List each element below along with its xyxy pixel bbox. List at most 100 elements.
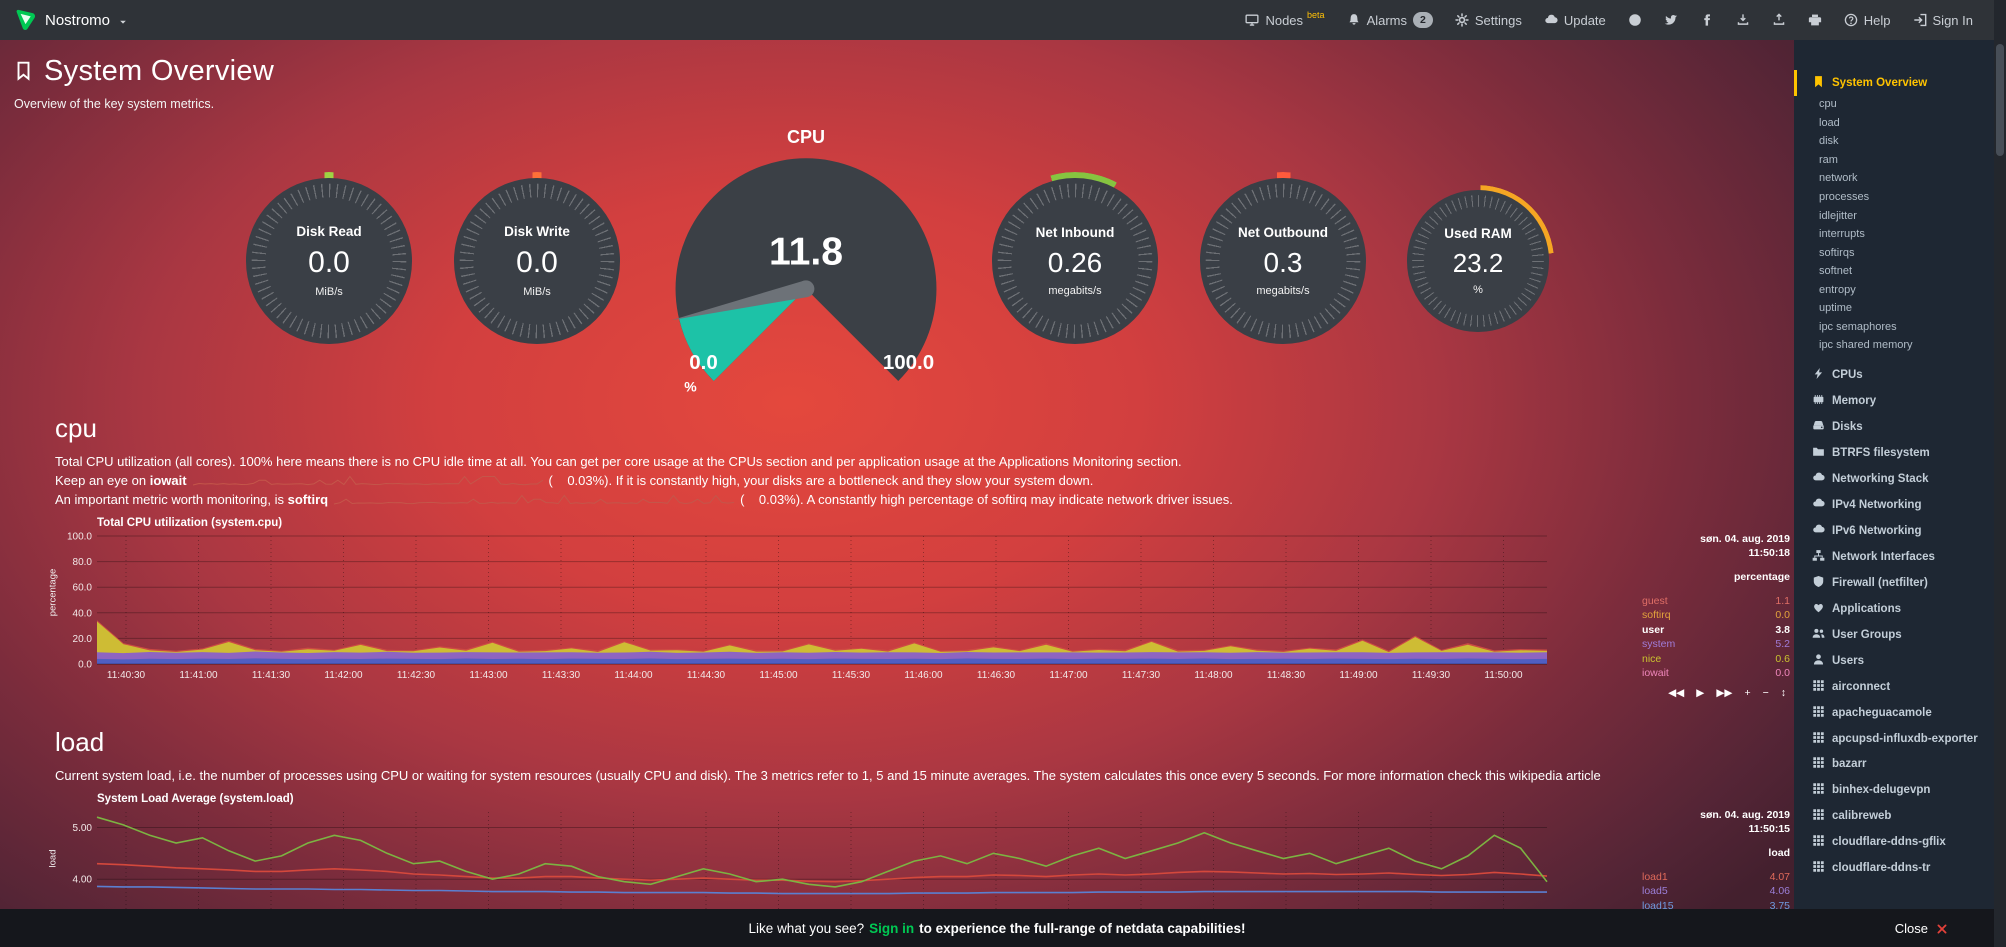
sidebar-item-users[interactable]: Users <box>1794 648 1994 674</box>
nav-facebook[interactable] <box>1689 0 1725 40</box>
sidebar-subitem-interrupts[interactable]: interrupts <box>1819 228 1865 241</box>
svg-text:11:46:00: 11:46:00 <box>904 670 943 681</box>
sidebar-subitem-disk[interactable]: disk <box>1819 135 1839 148</box>
node-menu[interactable]: Nostromo <box>0 8 142 32</box>
sidebar-subitem-softnet[interactable]: softnet <box>1819 265 1853 278</box>
sidebar-item-disks[interactable]: Disks <box>1794 414 1994 440</box>
legend-user[interactable]: user 3.8 <box>1642 623 1790 636</box>
legend-load15[interactable]: load15 3.75 <box>1642 899 1790 912</box>
svg-text:11:43:30: 11:43:30 <box>542 670 581 681</box>
nav-alarms[interactable]: Alarms 2 <box>1336 0 1444 40</box>
sidebar-item-firewall-netfilter[interactable]: Firewall (netfilter) <box>1794 570 1994 596</box>
footer-signin-link[interactable]: Sign in <box>869 920 915 936</box>
sidebar-item-bazarr[interactable]: bazarr <box>1794 751 1994 777</box>
svg-text:11:46:30: 11:46:30 <box>977 670 1016 681</box>
sidebar-item-cloudflare-ddns-gflix[interactable]: cloudflare-ddns-gflix <box>1794 829 1994 855</box>
sidebar-item-applications[interactable]: Applications <box>1794 596 1994 622</box>
wikipedia-link[interactable]: this wikipedia article <box>1485 768 1601 783</box>
sidebar-item-binhex-delugevpn[interactable]: binhex-delugevpn <box>1794 777 1994 803</box>
chart-resize[interactable]: ↕ <box>1780 687 1786 699</box>
legend-load1[interactable]: load1 4.07 <box>1642 870 1790 883</box>
chart-zoom-in[interactable]: + <box>1744 687 1751 699</box>
sidebar-item-label: Disks <box>1832 421 1863 434</box>
nav-help[interactable]: Help <box>1833 0 1902 40</box>
sidebar-item-btrfs-filesystem[interactable]: BTRFS filesystem <box>1794 440 1994 466</box>
sidebar-item-ipv6-networking[interactable]: IPv6 Networking <box>1794 518 1994 544</box>
users-icon <box>1812 628 1825 638</box>
gauge-unit: megabits/s <box>1048 285 1102 297</box>
legend-nice[interactable]: nice 0.6 <box>1642 652 1790 665</box>
gauge-used-ram[interactable]: Used RAM 23.2 % <box>1402 185 1554 337</box>
sidebar-item-user-groups[interactable]: User Groups <box>1794 622 1994 648</box>
sidebar-subitem-ipc-shared-memory[interactable]: ipc shared memory <box>1819 339 1913 352</box>
chart-zoom-out[interactable]: − <box>1762 687 1769 699</box>
sidebar-item-network-interfaces[interactable]: Network Interfaces <box>1794 544 1994 570</box>
sidebar-item-system-overview[interactable]: System Overview <box>1794 70 1994 96</box>
sidebar-item-cpus[interactable]: CPUs <box>1794 362 1994 388</box>
monitor-icon <box>1245 14 1259 26</box>
sidebar-item-memory[interactable]: Memory <box>1794 388 1994 414</box>
page-scrollbar[interactable] <box>1994 0 2006 947</box>
gauge-net-inbound[interactable]: Net Inbound 0.26 megabits/s <box>986 172 1164 350</box>
svg-text:4.00: 4.00 <box>73 875 93 886</box>
heart-icon <box>1814 603 1823 613</box>
nav-twitter[interactable] <box>1653 0 1689 40</box>
scrollbar-thumb[interactable] <box>1996 44 2004 156</box>
sidebar-subitem-processes[interactable]: processes <box>1819 190 1870 203</box>
node-name: Nostromo <box>45 11 111 29</box>
chart-canvas[interactable]: 100.0 80.0 60.0 40.0 20.0 0.0 11:40:30 11:41:00… <box>55 532 1551 692</box>
cloud-icon <box>1813 524 1825 533</box>
sidebar-item-networking-stack[interactable]: Networking Stack <box>1794 466 1994 492</box>
banner-close-button[interactable]: Close <box>1895 921 1948 936</box>
sidebar-subitem-idlejitter[interactable]: idlejitter <box>1819 209 1857 222</box>
nav-github[interactable] <box>1617 0 1653 40</box>
sidebar-subitem-cpu[interactable]: cpu <box>1819 98 1837 111</box>
download-icon <box>1737 14 1749 25</box>
legend-iowait[interactable]: iowait 0.0 <box>1642 667 1790 680</box>
sidebar-item-cloudflare-ddns-tr[interactable]: cloudflare-ddns-tr <box>1794 855 1994 881</box>
sidebar-item-calibreweb[interactable]: calibreweb <box>1794 803 1994 829</box>
chart-play[interactable]: ▶ <box>1696 687 1705 699</box>
chart-pan-backward[interactable]: ◀◀ <box>1668 687 1685 699</box>
legend-load5[interactable]: load5 4.06 <box>1642 885 1790 898</box>
legend-system[interactable]: system 5.2 <box>1642 638 1790 651</box>
sidebar-subitem-network[interactable]: network <box>1819 172 1858 185</box>
alarms-count-badge: 2 <box>1413 12 1433 28</box>
nav-save-snapshot[interactable] <box>1725 0 1761 40</box>
legend-date: søn. 04. aug. 2019 <box>1700 809 1790 821</box>
sidebar-item-ipv4-networking[interactable]: IPv4 Networking <box>1794 492 1994 518</box>
sidebar-item-airconnect[interactable]: airconnect <box>1794 674 1994 700</box>
sidebar-subitem-load[interactable]: load <box>1819 116 1840 129</box>
close-icon <box>1937 924 1947 933</box>
grid-icon <box>1813 783 1824 795</box>
sidebar-subitem-softirqs[interactable]: softirqs <box>1819 246 1855 259</box>
gauge-disk-write[interactable]: Disk Write 0.0 MiB/s <box>448 172 626 350</box>
legend-guest[interactable]: guest 1.1 <box>1642 594 1790 607</box>
nav-settings[interactable]: Settings <box>1444 0 1533 40</box>
svg-text:11:49:30: 11:49:30 <box>1412 670 1451 681</box>
gear-icon <box>1455 13 1469 27</box>
sidebar-subitem-uptime[interactable]: uptime <box>1819 302 1853 315</box>
nav-print[interactable] <box>1797 0 1833 40</box>
svg-text:11:42:00: 11:42:00 <box>324 670 363 681</box>
nav-update[interactable]: Update <box>1533 0 1617 40</box>
sidebar-item-apacheguacamole[interactable]: apacheguacamole <box>1794 700 1994 726</box>
sidebar-subitem-ram[interactable]: ram <box>1819 153 1838 166</box>
chart-pan-forward[interactable]: ▶▶ <box>1716 687 1733 699</box>
legend-softirq[interactable]: softirq 0.0 <box>1642 609 1790 622</box>
page-subtitle: Overview of the key system metrics. <box>14 97 215 111</box>
gauges-row: Disk Read 0.0 MiB/s Disk Write 0.0 MiB/s… <box>0 127 1794 395</box>
gauge-disk-read[interactable]: Disk Read 0.0 MiB/s <box>240 172 418 350</box>
nav-signin[interactable]: Sign In <box>1902 0 1984 40</box>
sidebar-item-apcupsd-influxdb-exporter[interactable]: apcupsd-influxdb-exporter <box>1794 726 1994 752</box>
nav-load-snapshot[interactable] <box>1761 0 1797 40</box>
sidebar-subitem-ipc-semaphores[interactable]: ipc semaphores <box>1819 320 1897 333</box>
grid-icon <box>1813 731 1824 743</box>
gauge-unit: % <box>1473 284 1483 296</box>
sidebar-item-label: cloudflare-ddns-gflix <box>1832 836 1946 849</box>
sidebar-subitem-entropy[interactable]: entropy <box>1819 283 1856 296</box>
gauge-net-outbound[interactable]: Net Outbound 0.3 megabits/s <box>1194 172 1372 350</box>
gauge-title: Disk Write <box>504 224 570 239</box>
nav-nodes[interactable]: Nodes beta <box>1234 0 1335 40</box>
gauge-cpu[interactable]: CPU 11.8 0.0 100.0 % <box>656 127 956 395</box>
